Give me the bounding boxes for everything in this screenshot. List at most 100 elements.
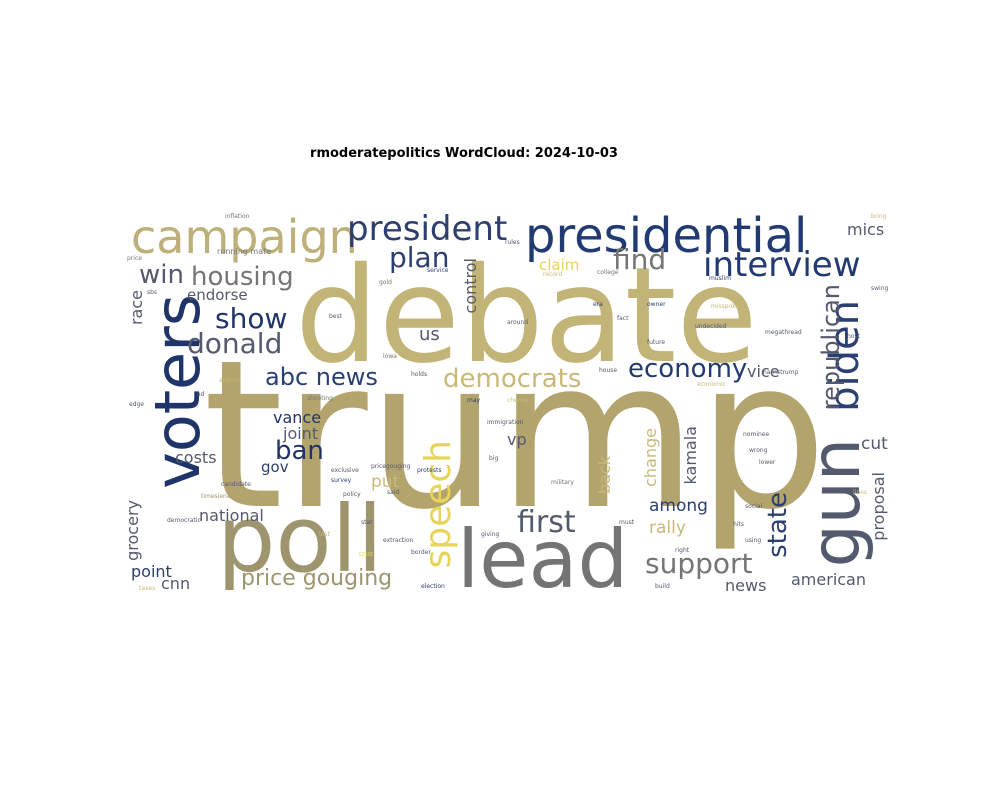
word-misspoke: misspoke (711, 303, 740, 310)
word-price-gouging: price gouging (241, 566, 393, 591)
word-campaign: campaign (131, 210, 358, 264)
word-college: college (597, 269, 619, 276)
word-grocery: grocery (125, 500, 142, 561)
word-plan: plan (389, 241, 450, 274)
word-find: find (613, 243, 667, 276)
word-lost: lost (319, 531, 330, 538)
word-president: president (347, 210, 508, 249)
word-around: around (507, 319, 529, 326)
word-timesiena: timesiena (201, 493, 231, 500)
word-holds: holds (411, 371, 428, 378)
word-put: put (371, 472, 400, 492)
word-harristrump: harristrump (763, 369, 799, 376)
word-immigration: immigration (487, 419, 524, 426)
word-democrats: democrats (443, 364, 582, 394)
word-inflation: inflation (225, 213, 250, 220)
word-candidate: candidate (221, 481, 251, 488)
word-bring: bring (871, 213, 887, 220)
word-social: social (745, 503, 763, 510)
word-price: price (127, 255, 142, 262)
word-gov: gov (261, 458, 289, 476)
word-interview: interview (703, 245, 861, 285)
word-survey: survey (331, 477, 352, 484)
word-election: election (421, 583, 445, 590)
word-rules: rules (505, 239, 520, 246)
word-vice: vice (747, 362, 780, 381)
word-back: back (595, 456, 614, 495)
word-vance: vance (273, 408, 322, 427)
word-point: point (131, 562, 172, 581)
word-border: border (411, 549, 431, 556)
word-housing: housing (191, 262, 294, 292)
word-megathread: megathread (765, 329, 802, 336)
chart-title: rmoderatepolitics WordCloud: 2024-10-03 (310, 146, 618, 161)
word-policy: policy (343, 491, 361, 498)
word-economic: economic (697, 381, 726, 388)
word-swing: swing (871, 285, 889, 292)
word-lead: lead (457, 513, 629, 596)
word-support: support (645, 547, 753, 580)
word-ban: ban (275, 436, 324, 466)
word-presidential: presidential (525, 210, 808, 264)
word-must: must (619, 519, 635, 526)
word-news: news (725, 576, 767, 595)
word-future: future (647, 339, 666, 346)
word-donald: donald (187, 327, 283, 360)
word-proposal: proposal (869, 472, 888, 541)
word-service: service (427, 267, 449, 274)
word-claim: claim (539, 256, 580, 274)
word-big: big (489, 455, 499, 462)
word-control: control (461, 258, 480, 314)
word-hits: hits (733, 521, 744, 528)
word-poll: poll (217, 486, 383, 593)
word-gun: gun (797, 438, 876, 568)
word-host: host (847, 333, 860, 340)
word-exclusive: exclusive (331, 467, 359, 474)
word-national: national (199, 506, 264, 525)
word-cheney: cheney (507, 397, 529, 404)
word-economy: economy (628, 354, 748, 384)
word-ad: ad (197, 391, 205, 398)
word-muslim: muslim (709, 275, 731, 282)
word-fact: fact (617, 315, 629, 322)
word-nominee: nominee (743, 431, 770, 438)
word-costs: costs (175, 448, 217, 467)
word-military: military (551, 479, 574, 486)
word-era: era (593, 301, 603, 308)
word-arizona: arizona (219, 377, 242, 384)
word-lines: lines (853, 489, 867, 496)
word-abc-news: abc news (265, 363, 378, 391)
word-among: among (649, 496, 708, 516)
word-american: american (791, 570, 866, 589)
word-state: state (763, 492, 793, 558)
word-house: house (599, 367, 618, 374)
word-lowa: lowa (383, 353, 397, 360)
word-kamala: kamala (681, 426, 700, 485)
word-may: may (467, 397, 481, 404)
word-show: show (215, 302, 288, 335)
word-cut: cut (861, 434, 888, 454)
word-gold: gold (379, 279, 392, 286)
word-best: best (329, 313, 342, 320)
word-rally: rally (649, 518, 686, 538)
word-win: win (139, 260, 184, 290)
word-said: said (387, 489, 400, 496)
word-cnn: cnn (161, 574, 191, 593)
word-undecided: undecided (695, 323, 727, 330)
word-us: us (419, 324, 440, 345)
word-debate: debate (295, 239, 758, 393)
word-vp: vp (507, 430, 527, 449)
word-taxes: taxes (139, 585, 156, 592)
word-pricegouging: pricegouging (371, 463, 411, 470)
word-shooting: shooting (307, 395, 333, 402)
word-running-mate: running mate (217, 247, 272, 256)
word-first: first (517, 505, 576, 540)
word-star: star (361, 519, 373, 526)
word-protests: protests (417, 467, 442, 474)
word-trust: trust (359, 551, 374, 558)
word-joint: joint (283, 424, 319, 443)
word-democratic: democratic (167, 517, 201, 524)
word-sbs: sbs (147, 289, 158, 296)
word-record: record (543, 271, 563, 278)
word-trump: trump (203, 317, 828, 555)
